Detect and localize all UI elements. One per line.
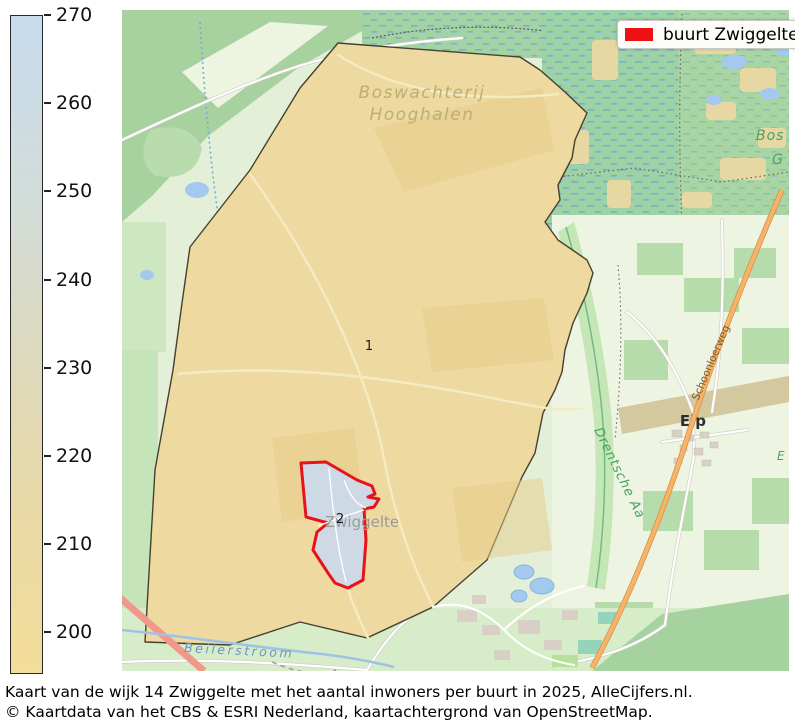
tick-mark [44, 455, 51, 457]
tick-mark [44, 631, 51, 633]
wijk-faint-roads [176, 53, 586, 640]
tick-mark [44, 279, 51, 281]
map-canvas: Boswachterij Hooghalen 1 Beilerstroom [122, 10, 789, 671]
edge-label-bos: Bos [756, 128, 784, 144]
tick-label-230: 230 [56, 357, 93, 379]
tick-mark [44, 367, 51, 369]
caption-line1: Kaart van de wijk 14 Zwiggelte met het a… [5, 683, 693, 701]
forest-label-line2: Hooghalen [369, 105, 474, 125]
caption-line2: © Kaartdata van het CBS & ESRI Nederland… [5, 703, 653, 721]
legend-label: buurt Zwiggelte [663, 24, 795, 45]
buurt-zwiggelte-highlight: Zwiggelte 2 [299, 460, 399, 590]
beilerstroom-label: Beilerstroom [184, 640, 295, 661]
tick-mark [44, 190, 51, 192]
legend: buurt Zwiggelte [617, 20, 795, 49]
zwiggelte-place-label: Zwiggelte [325, 513, 399, 531]
wijk-field-patches [272, 88, 554, 562]
buurt-outline [299, 460, 381, 590]
tick-label-220: 220 [56, 445, 93, 467]
tick-label-200: 200 [56, 621, 93, 643]
colorbar-gradient [10, 15, 43, 674]
region-marker-2: 2 [336, 511, 345, 527]
tick-label-260: 260 [56, 92, 93, 114]
tick-mark [44, 543, 51, 545]
region-marker-1: 1 [365, 339, 373, 354]
tick-mark [44, 102, 51, 104]
stream-beilerstroom [122, 628, 395, 671]
edge-label-e: E [777, 449, 786, 463]
tick-label-210: 210 [56, 533, 93, 555]
tick-label-270: 270 [56, 4, 93, 26]
tick-mark [44, 14, 51, 16]
tick-label-250: 250 [56, 180, 93, 202]
edge-label-g: G [772, 152, 784, 168]
legend-swatch [625, 28, 653, 41]
forest-label-line1: Boswachterij [359, 83, 486, 103]
tick-label-240: 240 [56, 269, 93, 291]
